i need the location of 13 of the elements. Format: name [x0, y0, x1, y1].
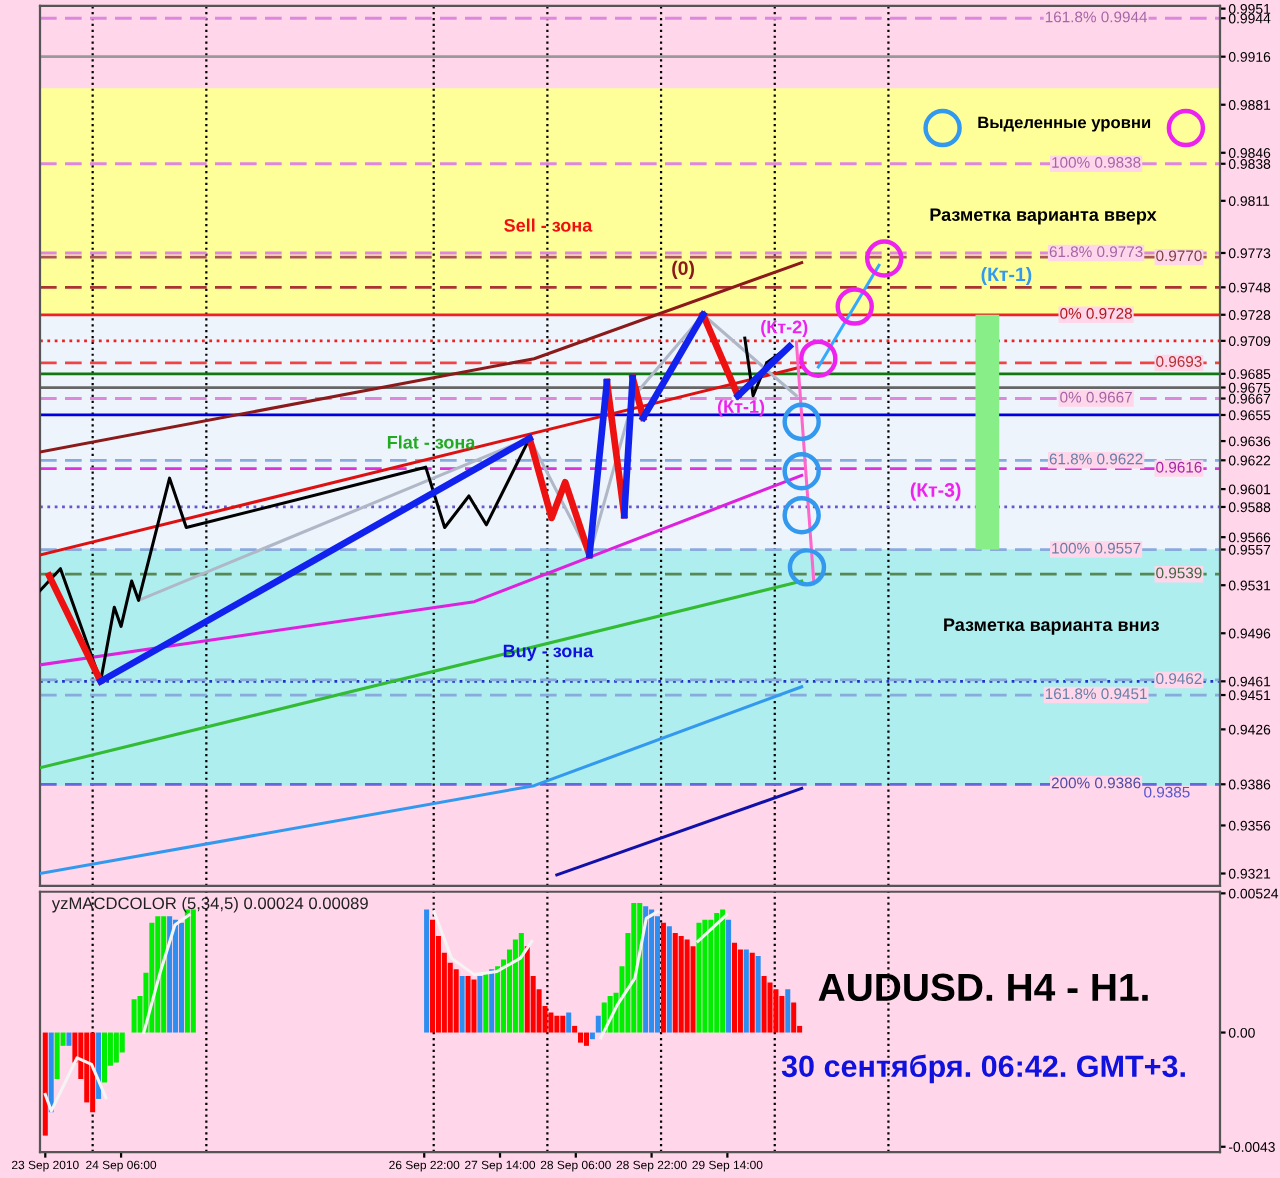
chart-title: yzMACDCOLOR (5,34,5) 0.00024 0.00089 — [51, 896, 368, 913]
annotation: Выделенные уровни — [978, 116, 1151, 132]
annotation: Разметка варианта вниз — [944, 618, 1159, 635]
annotation: AUDUSD. H4 - H1. — [818, 973, 1148, 1002]
annotation: Sell - зона — [504, 218, 593, 232]
annotation: (Кт-1) — [981, 266, 1032, 286]
annotation: Разметка варианта вверх — [930, 208, 1157, 225]
annotation: 30 сентября. 06:42. GMT+3. — [781, 1054, 1185, 1084]
annotation: (Кт-1) — [717, 399, 765, 417]
annotation: (Кт-3) — [910, 482, 961, 501]
annotation: (0) — [672, 260, 695, 279]
annotation: (Кт-2) — [761, 320, 808, 337]
annotation: Flat - зона — [387, 435, 476, 449]
